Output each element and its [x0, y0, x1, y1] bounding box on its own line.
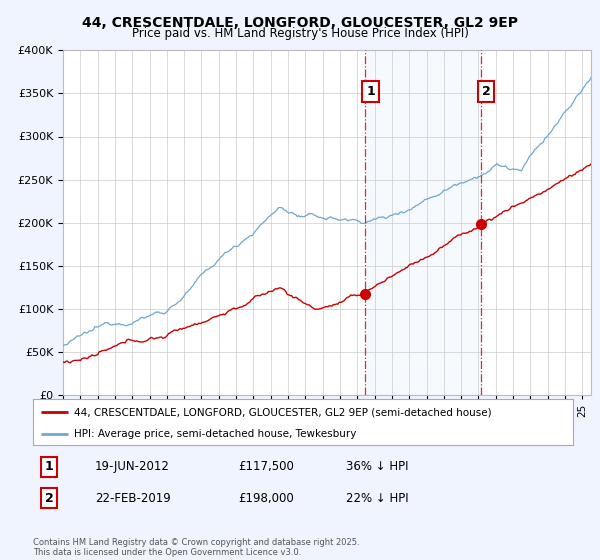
Text: 19-JUN-2012: 19-JUN-2012: [95, 460, 170, 473]
Text: £198,000: £198,000: [238, 492, 294, 505]
Text: 2: 2: [45, 492, 53, 505]
Text: Contains HM Land Registry data © Crown copyright and database right 2025.
This d: Contains HM Land Registry data © Crown c…: [33, 538, 359, 557]
Text: 22% ↓ HPI: 22% ↓ HPI: [346, 492, 409, 505]
Text: 1: 1: [366, 85, 375, 98]
Text: HPI: Average price, semi-detached house, Tewkesbury: HPI: Average price, semi-detached house,…: [74, 429, 356, 438]
Text: 22-FEB-2019: 22-FEB-2019: [95, 492, 171, 505]
Text: 44, CRESCENTDALE, LONGFORD, GLOUCESTER, GL2 9EP (semi-detached house): 44, CRESCENTDALE, LONGFORD, GLOUCESTER, …: [74, 407, 491, 417]
Text: 2: 2: [482, 85, 490, 98]
Text: 36% ↓ HPI: 36% ↓ HPI: [346, 460, 409, 473]
Text: 44, CRESCENTDALE, LONGFORD, GLOUCESTER, GL2 9EP: 44, CRESCENTDALE, LONGFORD, GLOUCESTER, …: [82, 16, 518, 30]
Text: £117,500: £117,500: [238, 460, 294, 473]
Bar: [365, 50, 481, 395]
Text: 1: 1: [45, 460, 53, 473]
Text: Price paid vs. HM Land Registry's House Price Index (HPI): Price paid vs. HM Land Registry's House …: [131, 27, 469, 40]
